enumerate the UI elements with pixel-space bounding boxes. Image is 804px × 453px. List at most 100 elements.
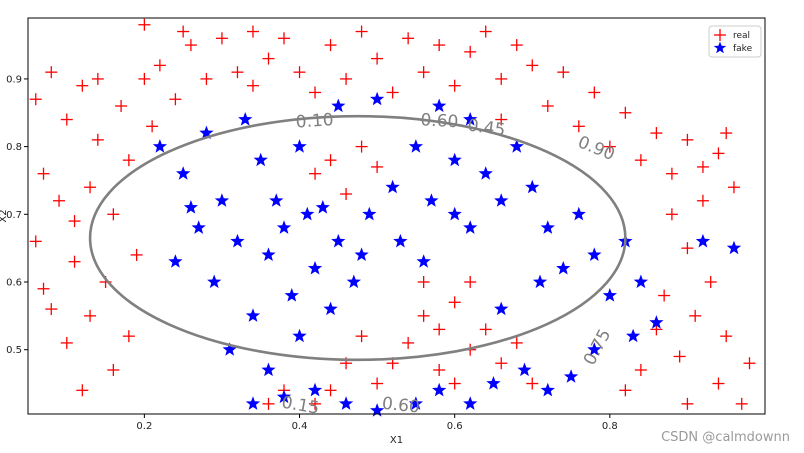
real-point (735, 397, 748, 410)
real-point (68, 215, 81, 228)
real-point (402, 32, 415, 45)
fake-point (447, 206, 462, 221)
ticks-layer: 0.2 0.4 0.6 0.8 0.5 0.6 0.7 0.8 0.9 (6, 74, 618, 432)
real-point (448, 296, 461, 309)
real-point (29, 93, 42, 106)
fake-point (416, 254, 431, 268)
fake-point (168, 254, 183, 268)
real-point (76, 384, 89, 397)
fake-point (253, 152, 268, 167)
real-point (45, 66, 58, 79)
real-point (720, 127, 733, 140)
real-point (29, 235, 42, 248)
fake-point (230, 233, 245, 248)
real-point (433, 364, 446, 376)
fake-point (176, 166, 191, 180)
real-point (60, 113, 73, 126)
fake-point (214, 193, 230, 207)
real-point (278, 32, 291, 45)
legend: real fake (708, 25, 762, 58)
real-point (37, 167, 50, 180)
real-point (526, 59, 539, 72)
y-axis-label: X2 (0, 209, 9, 222)
real-point (541, 100, 554, 112)
contour-label: 0.60 (420, 110, 459, 132)
real-point (184, 39, 197, 52)
real-point (417, 309, 430, 322)
real-point (673, 350, 686, 363)
x-tick-label: 0.6 (447, 421, 463, 432)
real-point (448, 79, 461, 92)
real-point (262, 52, 275, 65)
fake-point (447, 152, 462, 167)
real-point (107, 208, 120, 221)
fake-point (525, 179, 540, 194)
real-point (215, 32, 228, 45)
fake-point (587, 342, 602, 356)
fake-point (362, 206, 377, 221)
real-point (681, 242, 694, 255)
real-point (712, 377, 725, 390)
real-point (704, 276, 717, 288)
fake-point (563, 369, 579, 383)
real-point (371, 52, 384, 65)
fake-point (633, 274, 648, 289)
fake-point (432, 382, 447, 397)
fake-point (207, 274, 222, 289)
real-point (495, 357, 508, 370)
real-point (743, 357, 756, 370)
fake-point (432, 98, 447, 113)
contour-label: 0.90 (575, 132, 618, 165)
fake-point (385, 179, 400, 194)
y-tick-label: 0.7 (6, 210, 22, 221)
fake-point (323, 301, 338, 316)
real-point (45, 303, 58, 316)
real-point (177, 25, 190, 38)
real-point (448, 377, 461, 390)
x-tick-label: 0.8 (602, 421, 618, 432)
real-point (324, 39, 337, 52)
real-point (130, 248, 143, 261)
real-point (479, 25, 492, 38)
fake-point (238, 112, 253, 126)
fake-point (602, 288, 617, 302)
fake-point (517, 362, 532, 377)
decision-boundary (88, 114, 627, 362)
real-point (417, 66, 430, 79)
real-point (355, 140, 368, 153)
real-point (138, 18, 151, 31)
fake-point (494, 193, 509, 207)
real-point (138, 72, 151, 85)
real-point (464, 45, 477, 58)
real-point (122, 154, 135, 167)
x-axis-label: X1 (390, 435, 403, 446)
real-point (309, 397, 322, 410)
real-point (68, 255, 81, 268)
x-tick-label: 0.2 (136, 421, 152, 432)
real-point (231, 66, 244, 79)
legend-label-fake: fake (733, 44, 753, 54)
watermark: CSDN @calmdownn (661, 430, 790, 445)
real-point (634, 154, 647, 167)
real-point (510, 39, 523, 52)
real-point (588, 86, 601, 99)
real-point (60, 336, 73, 349)
fake-point (532, 274, 548, 289)
real-point (689, 309, 702, 322)
fake-point (494, 301, 509, 316)
real-point (712, 147, 725, 160)
fake-point (626, 328, 641, 343)
real-point (53, 194, 66, 207)
fake-point (393, 233, 408, 248)
real-point (84, 309, 97, 322)
real-point (650, 127, 663, 140)
legend-marker-fake (713, 41, 727, 54)
real-point (76, 79, 89, 92)
fake-point (486, 376, 501, 390)
real-point (681, 397, 694, 410)
real-point (91, 133, 104, 146)
fake-point (315, 200, 330, 214)
fake-point (463, 112, 478, 126)
fake-point (307, 382, 323, 397)
real-point (681, 133, 694, 146)
